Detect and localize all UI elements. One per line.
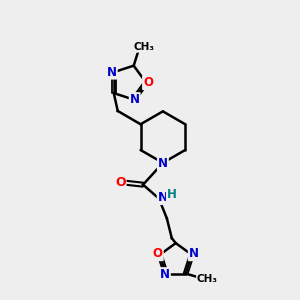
Text: O: O [143,76,153,89]
Text: N: N [189,247,199,260]
Text: N: N [130,93,140,106]
Text: O: O [153,247,163,260]
Text: N: N [160,268,170,281]
Text: CH₃: CH₃ [197,274,218,284]
Text: O: O [115,176,126,189]
Text: N: N [107,66,117,79]
Text: N: N [158,158,168,170]
Text: H: H [167,188,177,201]
Text: CH₃: CH₃ [133,42,154,52]
Text: N: N [158,191,168,204]
